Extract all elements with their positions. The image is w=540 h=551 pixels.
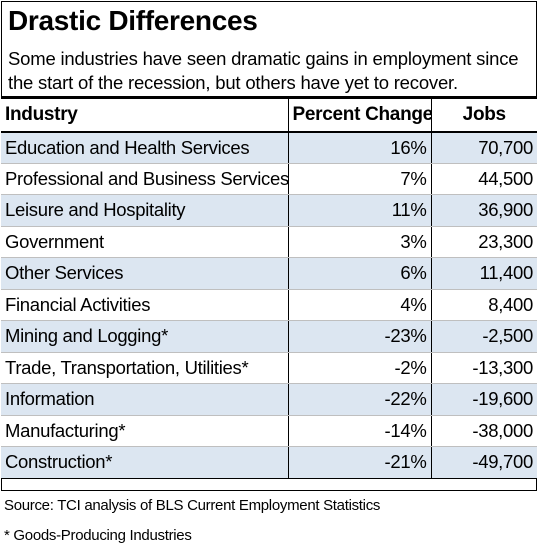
cell-jobs: 44,500 [430,163,537,195]
table-row: Financial Activities 4% 8,400 [1,289,537,321]
table-row: Leisure and Hospitality 11% 36,900 [1,194,537,227]
table-row: Government 3% 23,300 [1,226,537,258]
table-row: Education and Health Services 16% 70,700 [1,131,537,164]
cell-industry: Education and Health Services [1,131,288,164]
cell-percent-change: 11% [287,194,431,227]
cell-percent-change: -14% [287,415,431,447]
table-header-row: Industry Percent Change Jobs [1,96,537,133]
table-row: Professional and Business Services 7% 44,5… [1,163,537,195]
chart-frame: Drastic Differences Some industries have… [1,1,537,491]
cell-jobs: 70,700 [430,131,537,164]
cell-jobs: -49,700 [430,446,537,479]
cell-industry: Financial Activities [1,289,288,321]
header-industry: Industry [1,96,288,133]
data-table: Industry Percent Change Jobs Education a… [1,96,537,479]
cell-industry: Mining and Logging* [1,320,288,353]
chart-subtitle: Some industries have seen dramatic gains… [8,48,519,93]
cell-industry: Construction* [1,446,288,479]
table-row: Manufacturing* -14% -38,000 [1,415,537,447]
cell-percent-change: 4% [287,289,431,321]
table-row: Other Services 6% 11,400 [1,257,537,290]
cell-percent-change: -2% [287,352,431,384]
cell-percent-change: -23% [287,320,431,353]
cell-jobs: -2,500 [430,320,537,353]
cell-jobs: 11,400 [430,257,537,290]
cell-industry: Information [1,383,288,416]
source-note: Source: TCI analysis of BLS Current Empl… [4,497,381,514]
cell-industry: Other Services [1,257,288,290]
cell-percent-change: 6% [287,257,431,290]
header-jobs: Jobs [430,96,537,133]
cell-industry: Trade, Transportation, Utilities* [1,352,288,384]
cell-percent-change: -22% [287,383,431,416]
table-row: Mining and Logging* -23% -2,500 [1,320,537,353]
footnote: * Goods-Producing Industries [4,527,192,544]
cell-jobs: -38,000 [430,415,537,447]
cell-jobs: 8,400 [430,289,537,321]
cell-percent-change: -21% [287,446,431,479]
chart-title: Drastic Differences [8,5,258,36]
cell-percent-change: 3% [287,226,431,258]
cell-industry: Professional and Business Services [1,163,288,195]
cell-jobs: 36,900 [430,194,537,227]
cell-percent-change: 7% [287,163,431,195]
cell-percent-change: 16% [287,131,431,164]
cell-jobs: 23,300 [430,226,537,258]
cell-jobs: -13,300 [430,352,537,384]
cell-industry: Manufacturing* [1,415,288,447]
cell-industry: Government [1,226,288,258]
cell-jobs: -19,600 [430,383,537,416]
table-row: Information -22% -19,600 [1,383,537,416]
table-row: Trade, Transportation, Utilities* -2% -13,… [1,352,537,384]
table-row: Construction* -21% -49,700 [1,446,537,479]
cell-industry: Leisure and Hospitality [1,194,288,227]
header-percent-change: Percent Change [287,96,431,133]
table-body: Education and Health Services 16% 70,700 Pr… [1,131,537,479]
